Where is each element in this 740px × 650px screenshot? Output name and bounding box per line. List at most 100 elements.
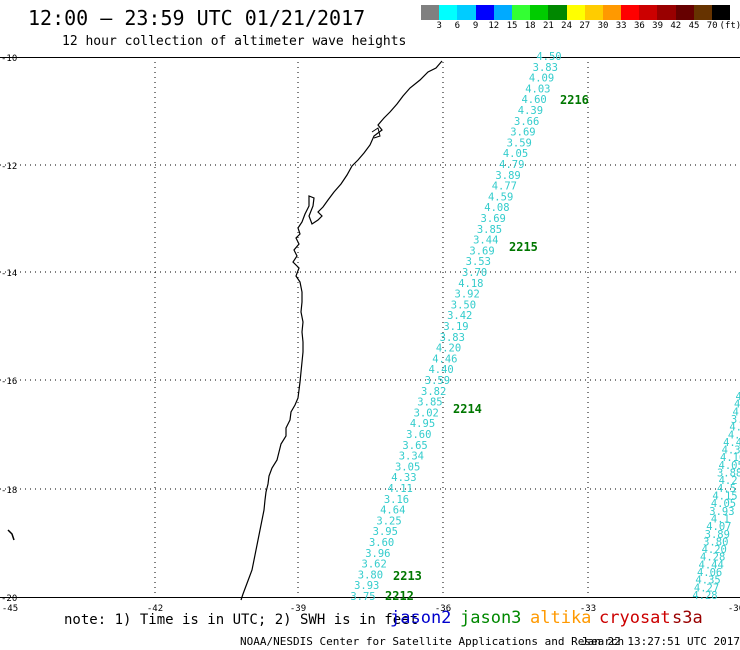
- wave-height-value: 3.59: [507, 137, 532, 149]
- wave-height-value: 4.20: [436, 343, 461, 355]
- legend-label: 9: [472, 21, 479, 31]
- wave-height-value: 4.35: [695, 575, 720, 587]
- legend-swatch: [712, 5, 731, 20]
- wave-height-value: 3.60: [369, 537, 394, 549]
- wave-height-value: 3.83: [533, 62, 558, 74]
- wave-height-value: 4.09: [529, 73, 554, 85]
- pass-time-label: 2214: [453, 402, 482, 416]
- wave-height-value: 3.42: [447, 310, 472, 322]
- longitude-tick-label: -45: [2, 604, 18, 614]
- wave-height-value: 4.05: [711, 498, 736, 510]
- wave-height-value: 4.64: [380, 505, 405, 517]
- wave-height-value: 3.02: [414, 407, 439, 419]
- latitude-tick-label: -12: [1, 162, 17, 172]
- wave-height-value: 4.1: [711, 513, 730, 525]
- legend-swatch: [457, 5, 476, 20]
- legend-label: 30: [597, 21, 609, 31]
- units-note: note: 1) Time is in UTC; 2) SWH is in fe…: [64, 612, 419, 628]
- generated-timestamp: Jan 22 13:27:51 UTC 2017: [581, 635, 740, 648]
- wave-height-value: 4.20: [702, 544, 727, 556]
- wave-height-value: 4.95: [410, 418, 435, 430]
- wave-height-value: 3.70: [462, 267, 487, 279]
- longitude-tick-label: -42: [147, 604, 163, 614]
- wave-height-value: 4.28: [700, 552, 725, 564]
- legend-label: 33: [615, 21, 627, 31]
- wave-height-value: 3.34: [399, 451, 424, 463]
- satellite-name: jason3: [460, 608, 522, 628]
- legend-swatch: [639, 5, 658, 20]
- legend-swatch: [584, 5, 603, 20]
- wave-height-value: 4.05: [719, 460, 740, 472]
- wave-height-value: 4.59: [488, 191, 513, 203]
- wave-height-value: 3.69: [481, 213, 506, 225]
- legend-label: 27: [579, 21, 591, 31]
- wave-height-value: 3.16: [384, 494, 409, 506]
- legend-label: 24: [561, 21, 573, 31]
- wave-height-value: 4.33: [391, 472, 416, 484]
- wave-height-value: 3.85: [417, 397, 442, 409]
- wave-height-value: 3.92: [455, 289, 480, 301]
- wave-height-value: 3.69: [510, 127, 535, 139]
- satellite-name: altika: [530, 608, 592, 628]
- wave-height-value: 4.3: [736, 391, 740, 403]
- wave-height-value: 4.39: [518, 105, 543, 117]
- wave-height-value: 4.11: [388, 483, 413, 495]
- wave-height-value: 4.2: [729, 422, 740, 434]
- wave-height-value: 4.07: [706, 521, 731, 533]
- legend-label: 18: [524, 21, 536, 31]
- wave-height-value: 4.45: [723, 437, 740, 449]
- pass-time-label: 2213: [393, 569, 422, 583]
- longitude-tick-label: -30: [728, 604, 740, 614]
- satellite-name: jason2: [390, 608, 452, 628]
- wave-height-value: 3.83: [440, 332, 465, 344]
- legend-swatch: [566, 5, 585, 20]
- wave-height-value: 4.08: [484, 202, 509, 214]
- wave-height-value: 3.80: [358, 569, 383, 581]
- axis-tick-labels: -45 -42 -39 -36 -33 -30 -10 -12 -14 -16 -18 -20: [1, 54, 740, 614]
- legend-label: 3: [436, 21, 442, 31]
- wave-height-value: 4.79: [499, 159, 524, 171]
- wave-height-value: 4.18: [458, 278, 483, 290]
- wave-height-value: 4.40: [428, 364, 453, 376]
- wave-height-value: 3.59: [425, 375, 450, 387]
- legend-label: (ft): [719, 21, 740, 31]
- wave-height-value: 3.95: [373, 526, 398, 538]
- legend-label: 15: [506, 21, 518, 31]
- latitude-tick-label: -20: [1, 594, 17, 604]
- wave-height-value: 3.88: [717, 468, 740, 480]
- wave-height-value: 3.75: [350, 591, 375, 603]
- coastline-inlet: [371, 127, 381, 139]
- ground-track-main: 4.503.834.094.034.604.393.663.693.594.05…: [350, 51, 561, 603]
- legend-label: 39: [652, 21, 664, 31]
- legend-label: 36: [633, 21, 645, 31]
- legend-label: 12: [488, 21, 500, 31]
- island-mark: [7, 529, 15, 541]
- legend-label: 21: [542, 21, 554, 31]
- wave-height-value: 3.66: [514, 116, 539, 128]
- wave-height-value: 3.05: [395, 461, 420, 473]
- wave-height-value: 3.93: [354, 580, 379, 592]
- wave-height-value: 3.50: [451, 299, 476, 311]
- wave-height-value: 3.89: [495, 170, 520, 182]
- legend-swatch: [530, 5, 549, 20]
- wave-height-value: 3.82: [421, 386, 446, 398]
- pass-time-label: 2216: [560, 93, 589, 107]
- legend-swatch: [621, 5, 640, 20]
- wave-height-value: 4.28: [692, 590, 717, 602]
- wave-height-value: 4.16: [720, 452, 740, 464]
- wave-height-value: 4.05: [503, 148, 528, 160]
- color-scale-labels: 3 6 9 12 15 18 21 24 27 30 33 36 39 42 45 70 (ft): [421, 21, 740, 33]
- color-scale-legend: [421, 5, 731, 20]
- latitude-tick-label: -14: [1, 269, 17, 279]
- wave-height-value: 3.62: [362, 559, 387, 571]
- legend-swatch: [421, 5, 440, 20]
- map-title: 12:00 – 23:59 UTC 01/21/2017: [28, 6, 366, 30]
- wave-height-value: 3.85: [477, 224, 502, 236]
- longitude-tick-label: -33: [580, 604, 596, 614]
- agency-credit: NOAA/NESDIS Center for Satellite Applica…: [240, 635, 625, 648]
- legend-swatch: [602, 5, 622, 20]
- wave-height-value: 4.2: [719, 475, 738, 487]
- wave-height-value: 4.60: [521, 94, 546, 106]
- latitude-tick-label: -10: [1, 54, 17, 64]
